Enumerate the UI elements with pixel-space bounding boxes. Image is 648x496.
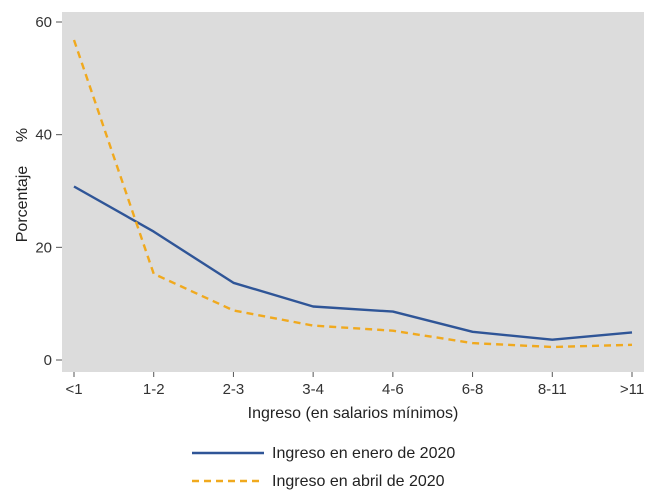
series-line-2 <box>72 39 633 349</box>
y-tick-label: 20 <box>35 239 52 256</box>
legend: Ingreso en enero de 2020 Ingreso en abril… <box>192 445 455 490</box>
y-tick-label: 0 <box>44 352 52 369</box>
x-tick-label: <1 <box>65 381 82 398</box>
y-axis-unit: % <box>14 128 31 142</box>
series-line-1 <box>73 185 633 341</box>
x-tick-label: 6-8 <box>462 381 484 398</box>
plot-area <box>62 12 644 372</box>
x-tick-label: >11 <box>620 381 644 398</box>
series-layer <box>72 39 633 349</box>
y-tick-label: 40 <box>35 127 52 144</box>
x-tick-label: 8-11 <box>538 381 567 398</box>
legend-label-1: Ingreso en enero de 2020 <box>272 445 455 462</box>
x-axis: <1 1-2 2-3 3-4 4-6 6-8 8-11 >11 <box>65 372 644 398</box>
x-tick-label: 4-6 <box>382 381 404 398</box>
x-tick-label: 1-2 <box>143 381 165 398</box>
y-tick-label: 60 <box>35 14 52 31</box>
x-tick-label: 2-3 <box>223 381 245 398</box>
y-axis-title: Porcentaje <box>14 166 31 243</box>
legend-label-2: Ingreso en abril de 2020 <box>272 473 445 490</box>
x-tick-label: 3-4 <box>302 381 324 398</box>
x-axis-title: Ingreso (en salarios mínimos) <box>248 405 459 422</box>
y-axis: 0 20 40 60 <box>35 14 62 369</box>
